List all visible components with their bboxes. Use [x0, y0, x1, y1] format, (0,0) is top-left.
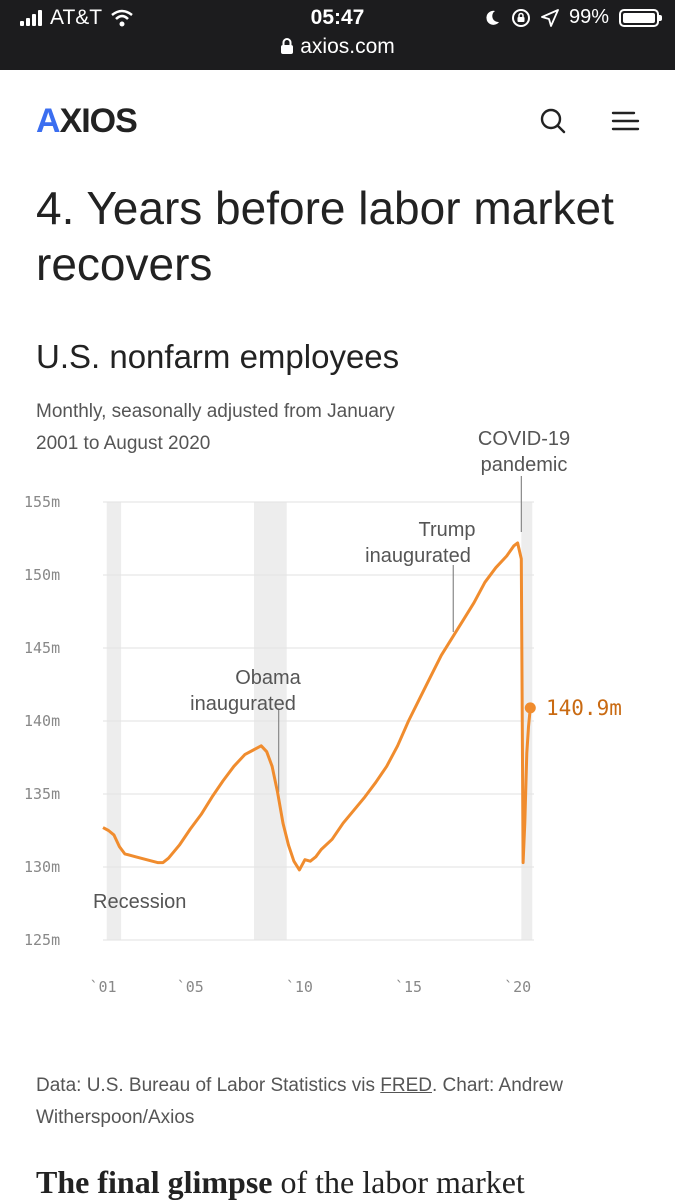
chart-title: U.S. nonfarm employees [36, 338, 400, 375]
end-point [524, 702, 536, 714]
x-tick-label: `10 [286, 978, 313, 996]
x-tick-label: `05 [177, 978, 204, 996]
clock: 05:47 [310, 6, 365, 29]
annotation-label: COVID-19 [478, 428, 570, 450]
status-bar: AT&T 05:47 axios.com 99% [0, 0, 675, 70]
axios-logo[interactable]: AXIOS [36, 102, 138, 141]
y-tick-label: 140m [24, 712, 60, 730]
employment-chart: 155m 150m 145m 140m 135m 130m 125m `01 `05 `10 `15… [24, 428, 622, 996]
y-tick-label: 155m [24, 493, 60, 511]
wifi-icon [111, 9, 133, 27]
y-tick-label: 125m [24, 931, 60, 949]
logo-text: XIOS [59, 102, 138, 140]
y-tick-label: 150m [24, 566, 60, 584]
paragraph-text: of the labor market [272, 1164, 525, 1200]
source-credit: . Chart: Andrew Witherspoon/Axios [36, 1075, 563, 1128]
x-tick-label: `01 [89, 978, 116, 996]
annotation-label: Obama [235, 667, 301, 689]
annotation-label: Trump [418, 519, 475, 541]
battery-icon [619, 8, 662, 27]
annotation-label: inaugurated [365, 545, 471, 567]
carrier-label: AT&T [50, 6, 103, 29]
chart-source: Data: U.S. Bureau of Labor Statistics vi… [36, 1070, 646, 1134]
x-tick-label: `20 [504, 978, 531, 996]
annotation-label: pandemic [481, 454, 568, 476]
signal-icon [20, 10, 42, 26]
annotation-label: inaugurated [190, 693, 296, 715]
moon-icon [486, 10, 499, 25]
fred-link[interactable]: FRED [380, 1075, 432, 1096]
status-right: 99% [483, 6, 662, 29]
employment-series-line [102, 541, 532, 872]
x-tick-label: `15 [395, 978, 422, 996]
url-bar[interactable]: axios.com [0, 35, 675, 59]
url-text: axios.com [300, 35, 395, 58]
section-heading: 4. Years before labor market recovers [36, 182, 614, 290]
chart-subtitle: Monthly, seasonally adjusted from Januar… [36, 401, 395, 454]
site-header: AXIOS [0, 70, 675, 170]
source-text: Data: U.S. Bureau of Labor Statistics vi… [36, 1075, 381, 1096]
paragraph-lead: The final glimpse [36, 1164, 273, 1200]
y-tick-label: 130m [24, 858, 60, 876]
recession-label: Recession [93, 891, 186, 913]
end-value-label: 140.9m [546, 696, 622, 720]
battery-percent: 99% [568, 6, 609, 28]
article-paragraph: The final glimpse of the labor market [36, 1164, 656, 1201]
status-left: AT&T [20, 6, 134, 30]
y-tick-label: 145m [24, 639, 60, 657]
location-icon [541, 8, 559, 27]
logo-accent: A [36, 102, 61, 140]
y-tick-label: 135m [24, 785, 60, 803]
menu-icon[interactable] [610, 110, 640, 134]
search-icon[interactable] [538, 106, 568, 136]
lock-icon [281, 38, 294, 54]
rotation-lock-icon [511, 8, 530, 27]
